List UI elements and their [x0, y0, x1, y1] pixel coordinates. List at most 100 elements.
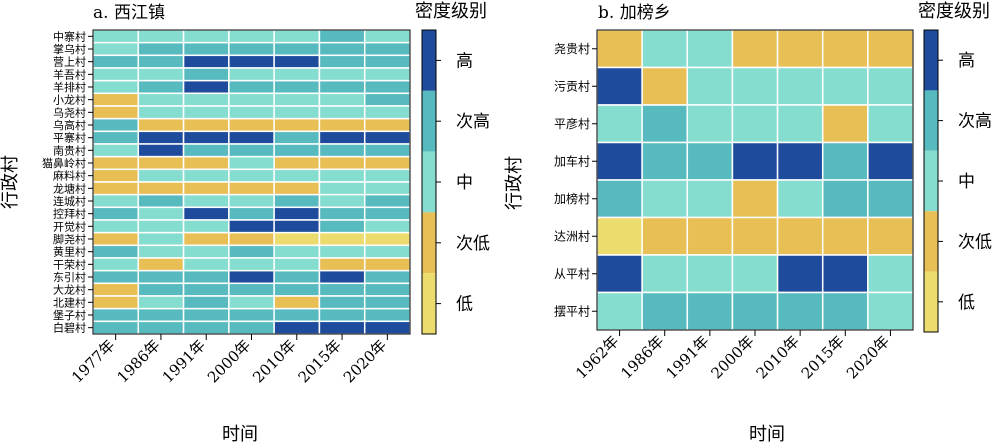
heatmap-cell: [273, 193, 321, 209]
heatmap-cell: [363, 320, 411, 335]
heatmap-cell: [137, 269, 185, 285]
heatmap-cell: [92, 181, 140, 196]
legend-swatch: [924, 90, 938, 151]
heatmap-cell: [137, 92, 185, 107]
heatmap-cell: [228, 117, 275, 133]
heatmap-cell: [228, 41, 275, 57]
legend-swatch: [924, 150, 938, 212]
heatmap-cell: [596, 291, 643, 331]
row-label: 黄里村: [53, 245, 86, 259]
heatmap-cell: [182, 257, 230, 272]
row-label: 龙塘村: [53, 181, 86, 195]
heatmap-cell: [596, 179, 643, 219]
heatmap-cell: [821, 291, 869, 331]
heatmap-cell: [821, 66, 869, 106]
heatmap-cell: [686, 141, 734, 181]
panel-a-cells: [92, 29, 411, 335]
col-label: 2010年: [249, 336, 299, 386]
heatmap-cell: [137, 41, 185, 57]
legend-frame: [923, 29, 939, 333]
heatmap-cell: [92, 67, 140, 82]
heatmap-cell: [363, 307, 411, 323]
heatmap-cell: [137, 54, 185, 69]
heatmap-cell: [641, 141, 689, 181]
heatmap-cell: [228, 193, 275, 209]
heatmap-cell: [318, 168, 366, 183]
heatmap-cell: [641, 179, 689, 219]
heatmap-cell: [641, 29, 689, 69]
heatmap-cell: [318, 117, 366, 133]
heatmap-cell: [273, 92, 321, 107]
legend-label: 中: [456, 173, 473, 193]
heatmap-cell: [363, 67, 411, 82]
row-label: 猫鼻岭村: [42, 156, 86, 170]
legend-label: 低: [456, 295, 473, 315]
heatmap-cell: [92, 282, 140, 297]
heatmap-cell: [137, 168, 185, 183]
heatmap-cell: [92, 269, 140, 285]
heatmap-cell: [182, 320, 230, 335]
heatmap-cell: [318, 206, 366, 221]
heatmap-cell: [318, 295, 366, 310]
heatmap-cell: [228, 54, 275, 69]
heatmap-cell: [228, 130, 275, 145]
heatmap-cell: [273, 295, 321, 310]
heatmap-cell: [92, 295, 140, 310]
panel-a-row-labels: 中寨村掌乌村营上村羊吾村羊排村小龙村乌尧村乌高村平寨村南贵村猫鼻岭村麻料村龙塘村…: [42, 29, 93, 335]
heatmap-cell: [273, 282, 321, 297]
heatmap-cell: [228, 307, 275, 323]
heatmap-cell: [273, 257, 321, 272]
heatmap-cell: [318, 92, 366, 107]
heatmap-cell: [686, 66, 734, 106]
row-label: 脚尧村: [53, 232, 86, 246]
heatmap-cell: [92, 130, 140, 145]
heatmap-cell: [182, 117, 230, 133]
heatmap-cell: [182, 130, 230, 145]
heatmap-cell: [228, 155, 275, 171]
heatmap-cell: [137, 117, 185, 133]
heatmap-cell: [318, 54, 366, 69]
heatmap-cell: [596, 104, 643, 144]
heatmap-cell: [363, 41, 411, 57]
col-label: 1962年: [572, 332, 622, 382]
heatmap-cell: [228, 257, 275, 272]
heatmap-cell: [137, 67, 185, 82]
heatmap-cell: [731, 29, 779, 69]
row-label: 连城村: [53, 194, 86, 208]
heatmap-cell: [273, 219, 321, 234]
heatmap-cell: [318, 320, 366, 335]
panel-a-title: a. 西江镇: [93, 3, 165, 23]
heatmap-cell: [182, 79, 230, 95]
heatmap-cell: [318, 79, 366, 95]
heatmap-cell: [92, 244, 140, 259]
heatmap-cell: [182, 206, 230, 221]
heatmap-cell: [596, 254, 643, 294]
heatmap-cell: [228, 79, 275, 95]
col-label: 1977年: [68, 336, 118, 386]
legend-swatch: [924, 271, 938, 332]
heatmap-cell: [228, 244, 275, 259]
heatmap-cell: [363, 130, 411, 145]
heatmap-cell: [867, 141, 914, 181]
heatmap-cell: [182, 67, 230, 82]
legend-swatch: [422, 273, 436, 334]
heatmap-cell: [363, 54, 411, 69]
heatmap-cell: [228, 29, 275, 44]
heatmap-cell: [273, 181, 321, 196]
legend-label: 中: [958, 172, 975, 192]
heatmap-cell: [92, 79, 140, 95]
heatmap-cell: [363, 143, 411, 158]
heatmap-cell: [318, 29, 366, 44]
heatmap-cell: [273, 67, 321, 82]
row-label: 控拜村: [53, 207, 86, 221]
heatmap-cell: [137, 206, 185, 221]
heatmap-cell: [363, 79, 411, 95]
heatmap-cell: [182, 29, 230, 44]
heatmap-cell: [318, 181, 366, 196]
panel-b-legend-title: 密度级别: [918, 1, 990, 22]
col-label: 2020年: [340, 336, 390, 386]
heatmap-cell: [137, 130, 185, 145]
